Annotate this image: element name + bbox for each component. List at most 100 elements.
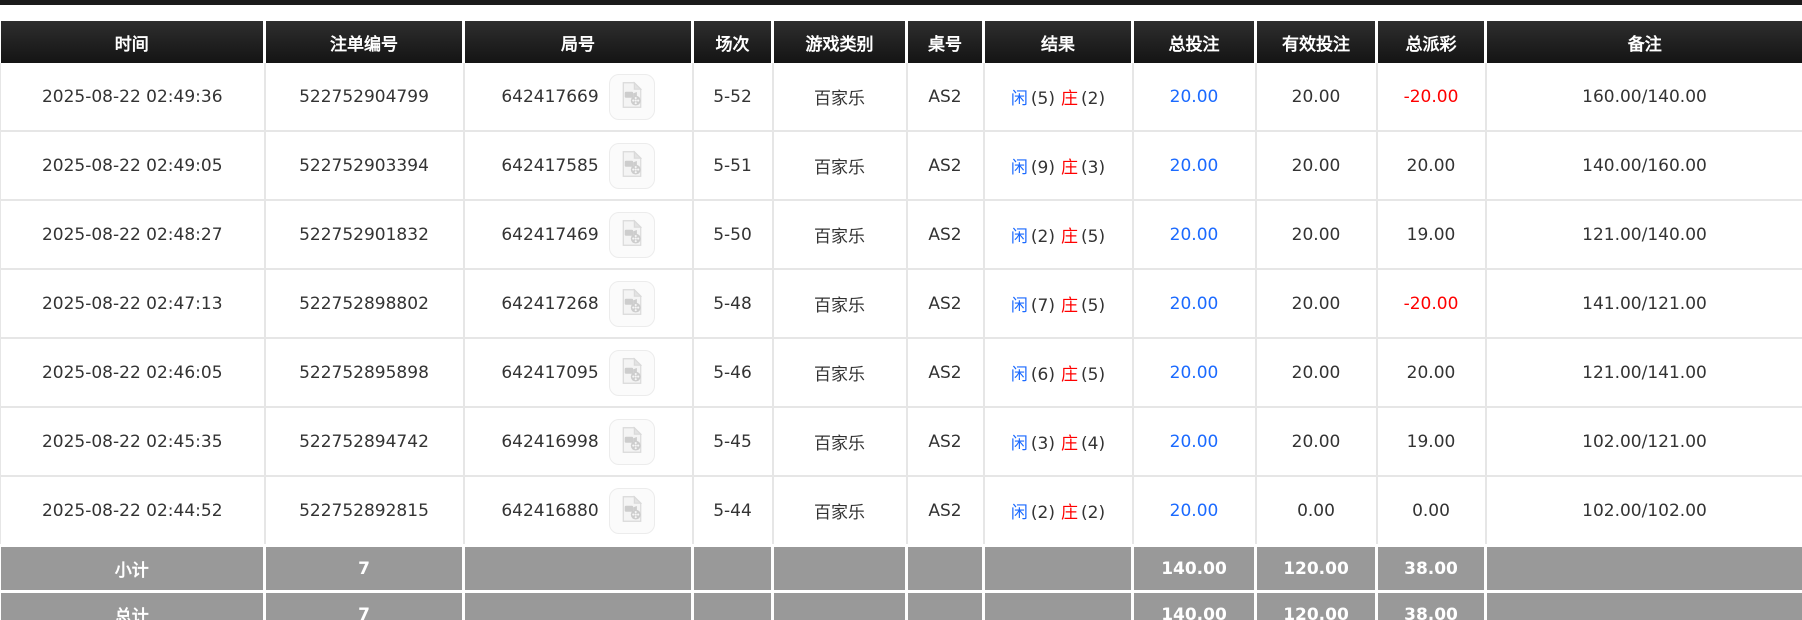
cell-session: 5-45	[692, 407, 774, 477]
cell-session: 5-48	[692, 269, 774, 339]
table-row: 2025-08-22 02:49:36 522752904799 6424176…	[0, 63, 1802, 132]
video-file-icon	[618, 219, 646, 250]
result-player-label: 闲	[1010, 296, 1028, 316]
table-footer: 小计 7 140.00 120.00 38.00 总计 7 1	[0, 544, 1802, 620]
result-banker-score: (5)	[1081, 365, 1106, 385]
column-header-valid-bet: 有效投注	[1255, 21, 1378, 63]
cell-total-bet: 20.00	[1132, 269, 1257, 339]
result-banker-label: 庄	[1061, 365, 1078, 385]
cell-table-no: AS2	[906, 407, 985, 477]
subtotal-total-payout: 38.00	[1376, 544, 1487, 592]
cell-total-payout: -20.00	[1376, 269, 1487, 339]
result-player-label: 闲	[1010, 365, 1028, 385]
cell-valid-bet: 20.00	[1255, 63, 1378, 132]
cell-remark: 141.00/121.00	[1485, 269, 1802, 339]
cell-valid-bet: 0.00	[1255, 476, 1378, 547]
cell-total-payout: -20.00	[1376, 63, 1487, 132]
footer-empty-cell	[692, 590, 774, 620]
grand-total-total-payout: 38.00	[1376, 590, 1487, 620]
video-replay-button[interactable]	[608, 211, 655, 258]
cell-result: 闲 (7) 庄 (5)	[983, 269, 1134, 339]
table-body: 2025-08-22 02:49:36 522752904799 6424176…	[0, 63, 1802, 547]
cell-bet-id: 522752903394	[264, 131, 465, 201]
cell-time: 2025-08-22 02:48:27	[0, 200, 266, 270]
cell-remark: 102.00/121.00	[1485, 407, 1802, 477]
result-banker-label: 庄	[1061, 89, 1078, 109]
grand-total-bet-count: 7	[264, 590, 465, 620]
cell-time: 2025-08-22 02:49:05	[0, 131, 266, 201]
cell-remark: 160.00/140.00	[1485, 63, 1802, 132]
bet-records-table: 时间 注单编号 局号 场次 游戏类别 桌号 结果 总投注 有效投注 总派彩 备注…	[0, 21, 1802, 620]
video-file-icon	[618, 150, 646, 181]
cell-remark: 102.00/102.00	[1485, 476, 1802, 547]
cell-valid-bet: 20.00	[1255, 200, 1378, 270]
footer-empty-cell	[463, 590, 694, 620]
cell-result: 闲 (5) 庄 (2)	[983, 63, 1134, 132]
column-header-total-payout: 总派彩	[1376, 21, 1487, 63]
cell-valid-bet: 20.00	[1255, 407, 1378, 477]
cell-session: 5-51	[692, 131, 774, 201]
cell-round-id: 642416998	[463, 407, 694, 477]
round-id-text: 642417268	[501, 293, 599, 314]
column-header-result: 结果	[983, 21, 1134, 63]
cell-time: 2025-08-22 02:47:13	[0, 269, 266, 339]
result-banker-label: 庄	[1061, 434, 1078, 454]
table-row: 2025-08-22 02:45:35 522752894742 6424169…	[0, 407, 1802, 477]
result-banker-score: (3)	[1081, 158, 1106, 178]
cell-game-type: 百家乐	[772, 200, 908, 270]
table-row: 2025-08-22 02:44:52 522752892815 6424168…	[0, 476, 1802, 547]
cell-round-id: 642417268	[463, 269, 694, 339]
footer-empty-cell	[772, 544, 908, 592]
cell-time: 2025-08-22 02:49:36	[0, 63, 266, 132]
cell-table-no: AS2	[906, 63, 985, 132]
video-replay-button[interactable]	[608, 349, 655, 396]
footer-empty-cell	[692, 544, 774, 592]
column-header-game-type: 游戏类别	[772, 21, 908, 63]
round-id-text: 642417585	[501, 155, 599, 176]
table-row: 2025-08-22 02:47:13 522752898802 6424172…	[0, 269, 1802, 339]
footer-empty-cell	[1485, 544, 1802, 592]
column-header-round-id: 局号	[463, 21, 694, 63]
footer-empty-cell	[1485, 590, 1802, 620]
cell-round-id: 642417585	[463, 131, 694, 201]
cell-bet-id: 522752894742	[264, 407, 465, 477]
bet-records-panel: 时间 注单编号 局号 场次 游戏类别 桌号 结果 总投注 有效投注 总派彩 备注…	[0, 21, 1802, 620]
cell-total-bet: 20.00	[1132, 407, 1257, 477]
video-file-icon	[618, 426, 646, 457]
column-header-session: 场次	[692, 21, 774, 63]
cell-total-payout: 20.00	[1376, 338, 1487, 408]
cell-table-no: AS2	[906, 338, 985, 408]
cell-table-no: AS2	[906, 200, 985, 270]
cell-table-no: AS2	[906, 269, 985, 339]
cell-round-id: 642417469	[463, 200, 694, 270]
result-player-score: (7)	[1030, 296, 1055, 316]
round-id-text: 642416998	[501, 431, 599, 452]
cell-game-type: 百家乐	[772, 407, 908, 477]
cell-round-id: 642417669	[463, 63, 694, 132]
video-replay-button[interactable]	[608, 487, 655, 534]
cell-game-type: 百家乐	[772, 63, 908, 132]
result-banker-score: (2)	[1081, 89, 1106, 109]
video-file-icon	[618, 288, 646, 319]
cell-bet-id: 522752892815	[264, 476, 465, 547]
grand-total-total-bet: 140.00	[1132, 590, 1257, 620]
cell-game-type: 百家乐	[772, 338, 908, 408]
cell-valid-bet: 20.00	[1255, 131, 1378, 201]
result-banker-label: 庄	[1061, 503, 1078, 523]
video-replay-button[interactable]	[608, 73, 655, 120]
grand-total-valid-bet: 120.00	[1255, 590, 1378, 620]
video-replay-button[interactable]	[608, 418, 655, 465]
cell-bet-id: 522752901832	[264, 200, 465, 270]
video-replay-button[interactable]	[608, 142, 655, 189]
result-player-score: (5)	[1030, 89, 1055, 109]
result-banker-label: 庄	[1061, 227, 1078, 247]
cell-table-no: AS2	[906, 131, 985, 201]
footer-empty-cell	[772, 590, 908, 620]
column-header-bet-id: 注单编号	[264, 21, 465, 63]
table-header: 时间 注单编号 局号 场次 游戏类别 桌号 结果 总投注 有效投注 总派彩 备注	[0, 21, 1802, 63]
table-row: 2025-08-22 02:49:05 522752903394 6424175…	[0, 131, 1802, 201]
result-player-score: (2)	[1030, 503, 1055, 523]
result-player-score: (3)	[1030, 434, 1055, 454]
cell-bet-id: 522752895898	[264, 338, 465, 408]
video-replay-button[interactable]	[608, 280, 655, 327]
